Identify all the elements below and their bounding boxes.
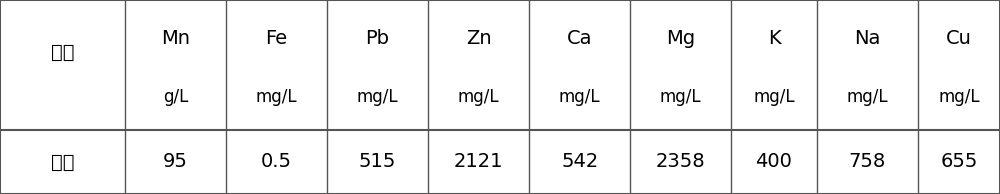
Text: mg/L: mg/L (938, 88, 980, 107)
Text: 400: 400 (756, 152, 792, 171)
Text: Fe: Fe (266, 29, 288, 48)
Text: mg/L: mg/L (458, 88, 499, 107)
Text: mg/L: mg/L (846, 88, 888, 107)
Text: 758: 758 (849, 152, 886, 171)
Text: 515: 515 (359, 152, 396, 171)
Text: Pb: Pb (366, 29, 390, 48)
Text: mg/L: mg/L (660, 88, 702, 107)
Text: mg/L: mg/L (256, 88, 297, 107)
Text: mg/L: mg/L (357, 88, 398, 107)
Text: g/L: g/L (163, 88, 188, 107)
Text: Mg: Mg (666, 29, 695, 48)
Text: Na: Na (854, 29, 880, 48)
Text: Ca: Ca (567, 29, 592, 48)
Text: 2358: 2358 (656, 152, 706, 171)
Text: 655: 655 (940, 152, 978, 171)
Text: Cu: Cu (946, 29, 972, 48)
Text: Zn: Zn (466, 29, 491, 48)
Text: 542: 542 (561, 152, 598, 171)
Text: 元素: 元素 (51, 42, 74, 61)
Text: 含量: 含量 (51, 152, 74, 171)
Text: mg/L: mg/L (753, 88, 795, 107)
Text: mg/L: mg/L (559, 88, 600, 107)
Text: Mn: Mn (161, 29, 190, 48)
Text: K: K (768, 29, 780, 48)
Text: 0.5: 0.5 (261, 152, 292, 171)
Text: 95: 95 (163, 152, 188, 171)
Text: 2121: 2121 (454, 152, 503, 171)
